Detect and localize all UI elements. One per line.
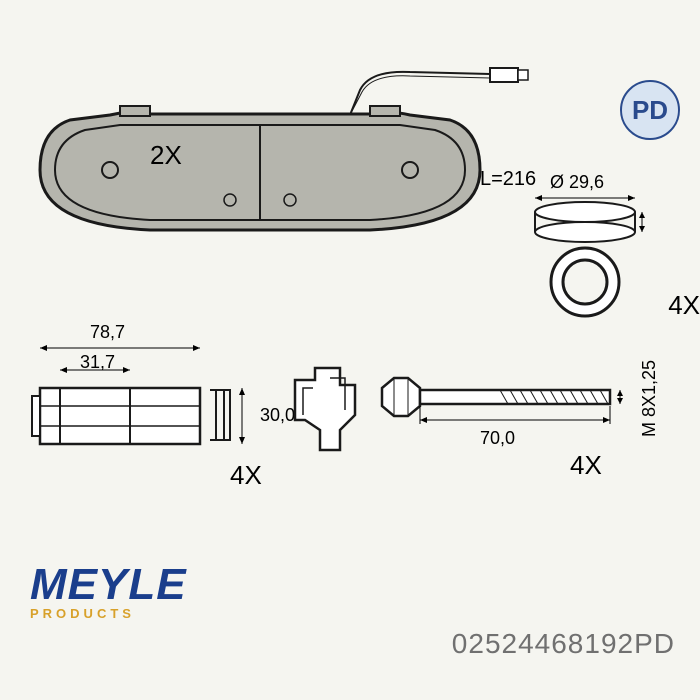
disc-quantity: 4X	[668, 290, 700, 321]
diameter-label: Ø 29,6	[550, 172, 604, 193]
bolt-thread-label: M 8X1,25	[639, 360, 660, 437]
clip-inner-width-label: 31,7	[80, 352, 115, 373]
brake-pad-shape	[30, 100, 490, 240]
bolt-length-label: 70,0	[480, 428, 515, 449]
clip-drawing: 78,7 31,7 30,0 4X	[30, 340, 270, 470]
spring-clip-drawing	[285, 360, 365, 460]
clip-width-label: 78,7	[90, 322, 125, 343]
bolt-quantity: 4X	[570, 450, 602, 481]
bushing-drawing: Ø 29,6 4X	[520, 190, 650, 325]
pad-quantity: 2X	[150, 140, 182, 171]
part-number: 02524468192PD	[452, 628, 675, 660]
brand-logo: MEYLE PRODUCTS	[30, 560, 187, 621]
brand-name: MEYLE	[30, 560, 187, 610]
quality-badge: PD	[620, 80, 680, 140]
technical-drawing: PD L=216	[0, 0, 700, 700]
clip-quantity: 4X	[230, 460, 262, 491]
badge-text: PD	[632, 95, 668, 126]
bolt-drawing: M 8X1,25	[380, 370, 640, 480]
brake-pad-drawing: L=216 2X	[30, 100, 490, 240]
